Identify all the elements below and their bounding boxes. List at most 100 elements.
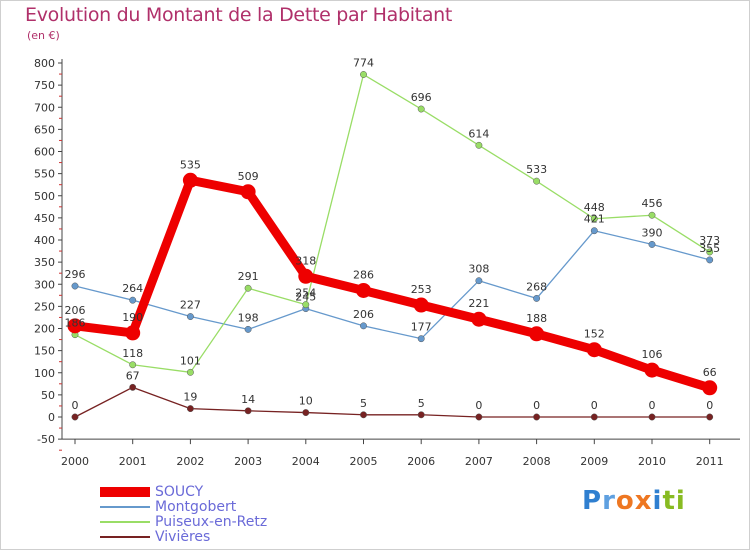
legend-label: Montgobert xyxy=(155,499,237,515)
x-tick-label: 2000 xyxy=(61,455,89,468)
y-tick-label: 0 xyxy=(48,411,55,424)
y-tick-label: 700 xyxy=(34,101,55,114)
data-point xyxy=(417,335,425,343)
data-label: 614 xyxy=(468,127,489,140)
logo-letter: P xyxy=(582,486,603,516)
data-label: 254 xyxy=(295,287,316,300)
data-point xyxy=(471,311,487,327)
y-tick-label: 350 xyxy=(34,256,55,269)
data-point xyxy=(129,296,137,304)
data-label: 0 xyxy=(72,399,79,412)
y-tick-label: 200 xyxy=(34,323,55,336)
x-tick-label: 2007 xyxy=(465,455,493,468)
data-point xyxy=(186,313,194,321)
data-label: 533 xyxy=(526,163,547,176)
data-point xyxy=(240,184,256,200)
data-point xyxy=(413,297,429,313)
data-point xyxy=(302,301,310,309)
data-label: 19 xyxy=(183,391,197,404)
data-label: 448 xyxy=(584,201,605,214)
data-label: 264 xyxy=(122,282,143,295)
data-label: 774 xyxy=(353,57,374,70)
data-point xyxy=(302,409,310,417)
data-label: 0 xyxy=(533,399,540,412)
data-label: 177 xyxy=(411,321,432,334)
data-label: 227 xyxy=(180,299,201,312)
data-label: 268 xyxy=(526,280,547,293)
data-label: 535 xyxy=(180,158,201,171)
y-tick-label: 550 xyxy=(34,168,55,181)
x-tick-label: 2006 xyxy=(407,455,435,468)
data-point xyxy=(298,268,314,284)
y-tick-label: 50 xyxy=(41,389,55,402)
series-line-montgobert xyxy=(74,230,711,340)
data-label: 186 xyxy=(65,317,86,330)
y-tick-label: 250 xyxy=(34,300,55,313)
data-label: 67 xyxy=(126,369,140,382)
data-point xyxy=(533,413,541,421)
data-point xyxy=(186,368,194,376)
data-label: 456 xyxy=(642,197,663,210)
data-point xyxy=(648,240,656,248)
legend-swatch-montgobert xyxy=(100,506,150,508)
data-point xyxy=(590,227,598,235)
data-point xyxy=(706,248,714,256)
data-point xyxy=(533,177,541,185)
data-label: 390 xyxy=(642,226,663,239)
data-label: 0 xyxy=(649,399,656,412)
x-tick-label: 2010 xyxy=(638,455,666,468)
data-label: 286 xyxy=(353,268,374,281)
data-label: 373 xyxy=(699,234,720,247)
data-point xyxy=(706,256,714,264)
series-line-puiseux-en-retz xyxy=(74,73,711,373)
data-label: 221 xyxy=(468,297,489,310)
y-tick-label: 300 xyxy=(34,278,55,291)
data-label: 253 xyxy=(411,283,432,296)
data-label: 118 xyxy=(122,347,143,360)
y-tick-label: 450 xyxy=(34,212,55,225)
data-label: 106 xyxy=(642,348,663,361)
x-tick-label: 2008 xyxy=(523,455,551,468)
data-label: 245 xyxy=(295,291,316,304)
data-label: 421 xyxy=(584,213,605,226)
data-point xyxy=(182,172,198,188)
legend-swatch-puiseux xyxy=(100,521,150,523)
x-tick-label: 2005 xyxy=(350,455,378,468)
logo-letter: i xyxy=(675,486,686,516)
data-point xyxy=(529,326,545,342)
data-point xyxy=(360,411,367,419)
data-label: 152 xyxy=(584,328,605,341)
legend-label: SOUCY xyxy=(155,484,204,500)
data-label: 696 xyxy=(411,91,432,104)
data-label: 190 xyxy=(122,311,143,324)
data-point xyxy=(186,405,194,413)
data-point xyxy=(67,318,83,334)
logo-letter: i xyxy=(652,486,663,516)
data-point xyxy=(71,282,79,290)
data-label: 198 xyxy=(238,311,259,324)
data-point xyxy=(590,413,598,421)
y-tick-label: -50 xyxy=(37,433,55,446)
data-point xyxy=(244,284,252,292)
series-line-vivières xyxy=(74,386,711,418)
data-point xyxy=(129,361,137,369)
logo-letter: t xyxy=(662,486,676,516)
y-tick-label: 600 xyxy=(34,146,55,159)
data-label: 0 xyxy=(591,399,598,412)
data-point xyxy=(125,325,141,341)
data-point xyxy=(360,322,367,330)
x-tick-label: 2003 xyxy=(234,455,262,468)
data-label: 355 xyxy=(699,242,720,255)
logo-letter: r xyxy=(602,486,616,516)
data-point xyxy=(475,413,483,421)
data-label: 101 xyxy=(180,354,201,367)
legend-swatch-vivieres xyxy=(100,536,150,538)
y-tick-label: 750 xyxy=(34,79,55,92)
data-label: 308 xyxy=(468,263,489,276)
data-label: 206 xyxy=(65,304,86,317)
data-point xyxy=(706,413,714,421)
data-label: 0 xyxy=(475,399,482,412)
data-point xyxy=(648,413,656,421)
